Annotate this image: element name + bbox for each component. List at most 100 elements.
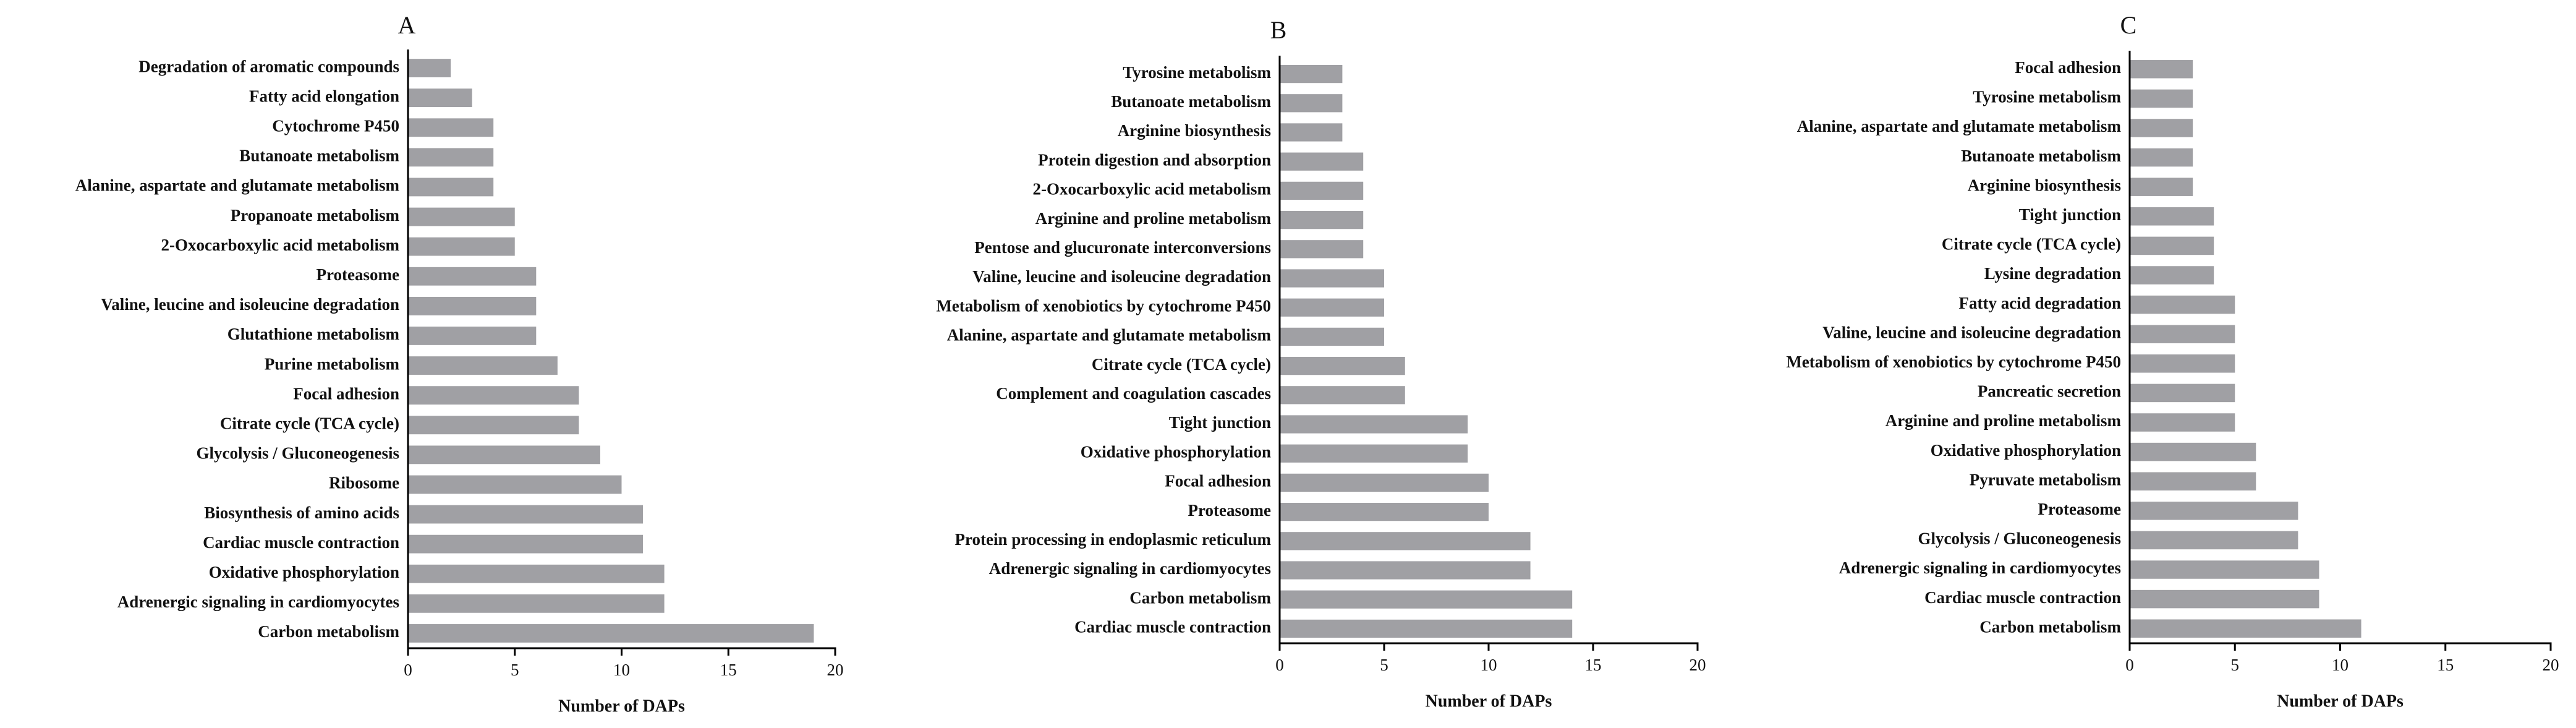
y-tick-label: Complement and coagulation cascades — [996, 384, 1271, 403]
x-tick-label: 5 — [2231, 656, 2240, 674]
y-tick-label: Pentose and glucuronate interconversions — [974, 238, 1271, 257]
y-tick-label: Arginine and proline metabolism — [1885, 411, 2122, 430]
bar — [1280, 619, 1573, 638]
y-tick-label: Pancreatic secretion — [1978, 382, 2121, 401]
bar — [1280, 386, 1405, 405]
y-tick-label: Adrenergic signaling in cardiomyocytes — [117, 593, 399, 611]
bar — [408, 564, 665, 583]
bar — [408, 624, 814, 643]
y-tick-label: Oxidative phosphorylation — [1931, 441, 2121, 460]
y-tick-label: Protein processing in endoplasmic reticu… — [954, 530, 1271, 549]
y-tick-label: Focal adhesion — [1165, 472, 1271, 490]
bar — [408, 594, 665, 613]
x-tick-label: 20 — [1690, 656, 1706, 674]
y-tick-label: Citrate cycle (TCA cycle) — [1942, 235, 2121, 254]
y-tick-label: Arginine and proline metabolism — [1035, 209, 1272, 228]
x-axis-label: Number of DAPs — [2277, 692, 2404, 711]
bar — [2130, 295, 2235, 314]
y-tick-label: Proteasome — [2038, 500, 2121, 518]
chart-title: C — [2120, 11, 2137, 39]
y-tick-label: Glycolysis / Gluconeogenesis — [196, 444, 399, 463]
x-axis-label: Number of DAPs — [1426, 692, 1552, 711]
bar — [408, 148, 494, 167]
bar — [2130, 60, 2193, 79]
x-tick-label: 10 — [2332, 656, 2349, 674]
bar — [1280, 94, 1343, 113]
bar — [2130, 178, 2193, 196]
y-tick-label: 2-Oxocarboxylic acid metabolism — [1033, 180, 1272, 199]
bar — [1280, 181, 1364, 200]
bar — [1280, 269, 1384, 288]
bar — [408, 445, 600, 465]
y-tick-label: Arginine biosynthesis — [1968, 176, 2121, 194]
x-tick-label: 5 — [511, 661, 519, 679]
bar — [408, 207, 515, 226]
bar — [408, 356, 558, 375]
x-axis-label: Number of DAPs — [558, 696, 685, 716]
y-tick-label: Cardiac muscle contraction — [1924, 588, 2121, 607]
bar — [2130, 266, 2214, 285]
y-tick-label: Tyrosine metabolism — [1123, 63, 1271, 82]
y-tick-label: Adrenergic signaling in cardiomyocytes — [1839, 559, 2121, 577]
bar — [408, 237, 515, 256]
y-tick-label: Valine, leucine and isoleucine degradati… — [972, 267, 1271, 286]
bar — [1280, 210, 1364, 229]
bar — [1280, 561, 1531, 580]
bar — [408, 88, 472, 108]
bar — [1280, 356, 1405, 375]
x-tick-label: 20 — [2543, 656, 2559, 674]
bar — [1280, 152, 1364, 171]
y-tick-label: Cardiac muscle contraction — [1074, 618, 1271, 636]
bar — [1280, 473, 1489, 492]
y-tick-label: Valine, leucine and isoleucine degradati… — [1822, 323, 2121, 341]
y-tick-label: Glycolysis / Gluconeogenesis — [1918, 529, 2121, 548]
y-tick-label: Lysine degradation — [1984, 264, 2121, 283]
y-tick-label: Proteasome — [317, 265, 399, 284]
x-tick-label: 0 — [1275, 656, 1284, 674]
y-tick-label: Arginine biosynthesis — [1118, 121, 1271, 140]
bar — [2130, 502, 2298, 520]
y-tick-label: Oxidative phosphorylation — [209, 563, 399, 581]
bar — [1280, 64, 1343, 84]
bar — [1280, 240, 1364, 259]
bar — [2130, 89, 2193, 108]
bar — [408, 267, 537, 286]
y-tick-label: Oxidative phosphorylation — [1081, 442, 1271, 461]
bar — [2130, 207, 2214, 226]
y-tick-label: Valine, leucine and isoleucine degradati… — [101, 295, 399, 314]
y-tick-label: Butanoate metabolism — [1111, 92, 1271, 111]
y-tick-label: Cytochrome P450 — [272, 116, 399, 135]
x-tick-label: 10 — [1481, 656, 1497, 674]
bar — [2130, 354, 2235, 373]
bar — [408, 178, 494, 197]
x-tick-label: 20 — [827, 661, 844, 679]
chart-title: B — [1270, 16, 1287, 44]
bar — [408, 59, 451, 77]
y-tick-label: Protein digestion and absorption — [1038, 150, 1271, 169]
bar — [408, 475, 622, 494]
x-tick-label: 0 — [404, 661, 412, 679]
y-tick-label: Degradation of aromatic compounds — [138, 57, 399, 75]
bar — [1280, 590, 1573, 609]
y-tick-label: Carbon metabolism — [1129, 588, 1271, 607]
x-tick-label: 15 — [2437, 656, 2454, 674]
y-tick-label: Ribosome — [329, 474, 399, 492]
bar — [1280, 444, 1468, 463]
y-tick-label: Propanoate metabolism — [231, 206, 400, 225]
y-tick-label: Butanoate metabolism — [1961, 147, 2121, 165]
y-tick-label: Purine metabolism — [265, 354, 400, 373]
y-tick-label: Tight junction — [1169, 413, 1271, 432]
y-tick-label: Fatty acid degradation — [1959, 294, 2122, 312]
y-tick-label: Alanine, aspartate and glutamate metabol… — [1797, 117, 2122, 135]
y-tick-label: Citrate cycle (TCA cycle) — [220, 414, 399, 432]
bar — [1280, 327, 1384, 346]
x-tick-label: 0 — [2125, 656, 2134, 674]
y-tick-label: Pyruvate metabolism — [1970, 470, 2122, 489]
bar — [2130, 413, 2235, 432]
y-tick-label: Metabolism of xenobiotics by cytochrome … — [1786, 353, 2121, 371]
y-tick-label: Focal adhesion — [293, 384, 399, 403]
bar — [408, 386, 579, 405]
y-tick-label: Fatty acid elongation — [249, 87, 399, 105]
bar — [1280, 298, 1384, 317]
